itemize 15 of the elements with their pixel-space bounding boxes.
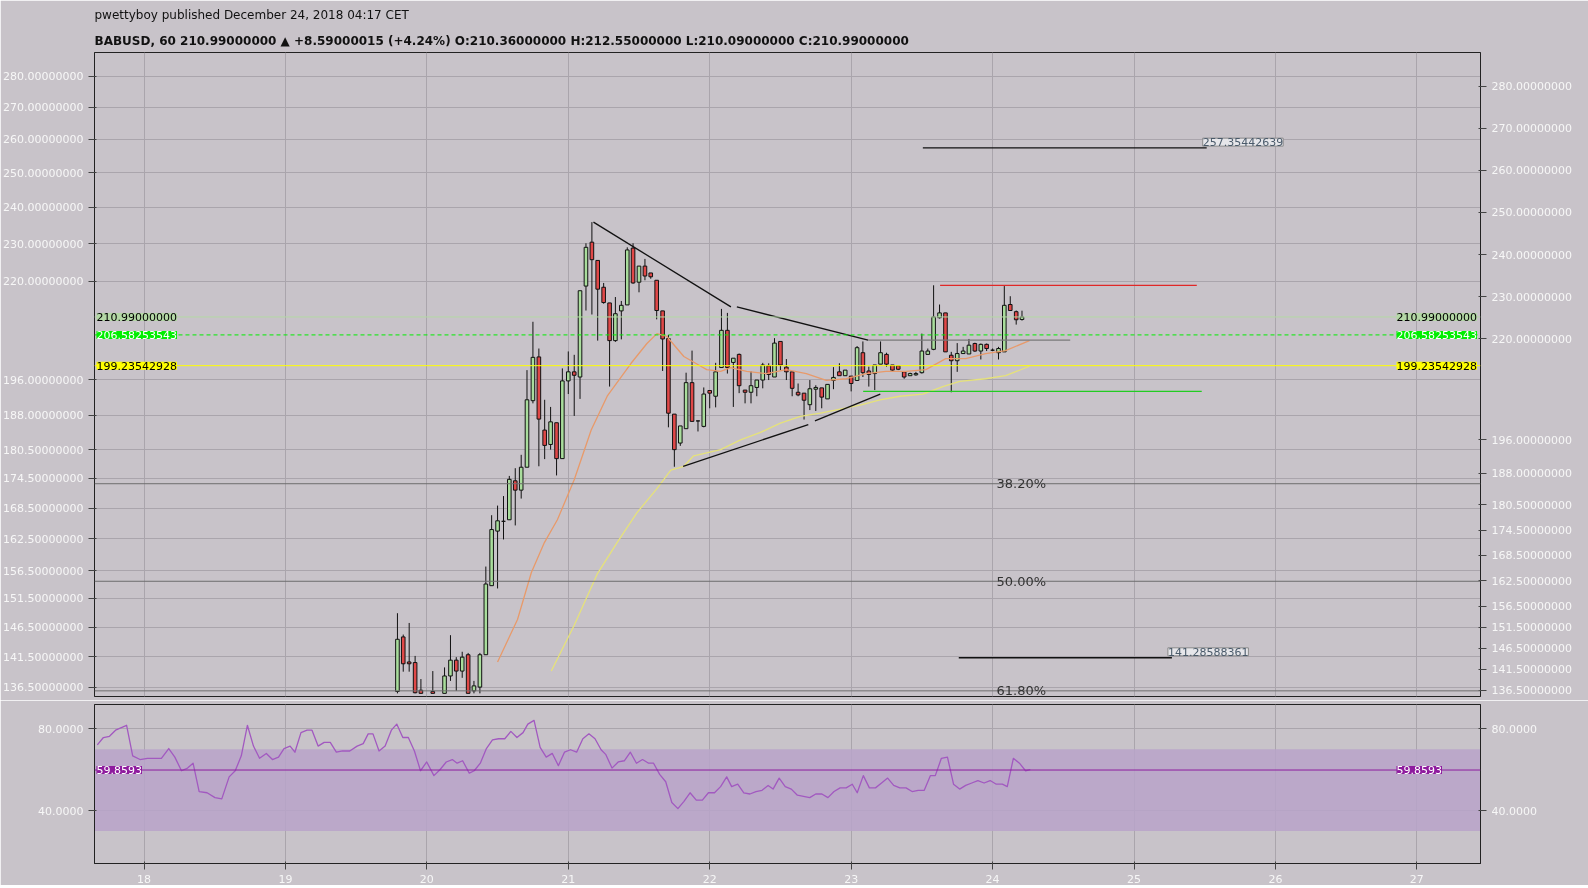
ref-line-label: 59.8593 — [96, 764, 142, 778]
text: 206.58253543 — [1396, 328, 1477, 342]
text: 59.8593 — [1396, 764, 1442, 778]
text: 199.23542928 — [1396, 359, 1477, 373]
annotation: 257.35442639 — [1202, 136, 1284, 150]
ref-line-label: 199.23542928 — [96, 359, 177, 373]
text: 210.99000000 — [1396, 310, 1477, 324]
annotation: 61.80% — [996, 683, 1047, 699]
ref-line-label: 206.58253543 — [96, 328, 177, 342]
annotation: 50.00% — [996, 573, 1047, 589]
annotation: 141.28588361 — [1167, 645, 1249, 659]
chart-subtitle: BABUSD, 60 210.99000000 ▲ +8.59000015 (+4.24%) O:210.36000000 H:212.55000000 L:210.09000000 C:210.99000000 — [94, 33, 909, 48]
chart-title: pwettyboy published December 24, 2018 04:17 CET — [94, 7, 410, 22]
ref-line-label: 210.99000000 — [96, 310, 177, 324]
annotation: 38.20% — [996, 476, 1047, 492]
